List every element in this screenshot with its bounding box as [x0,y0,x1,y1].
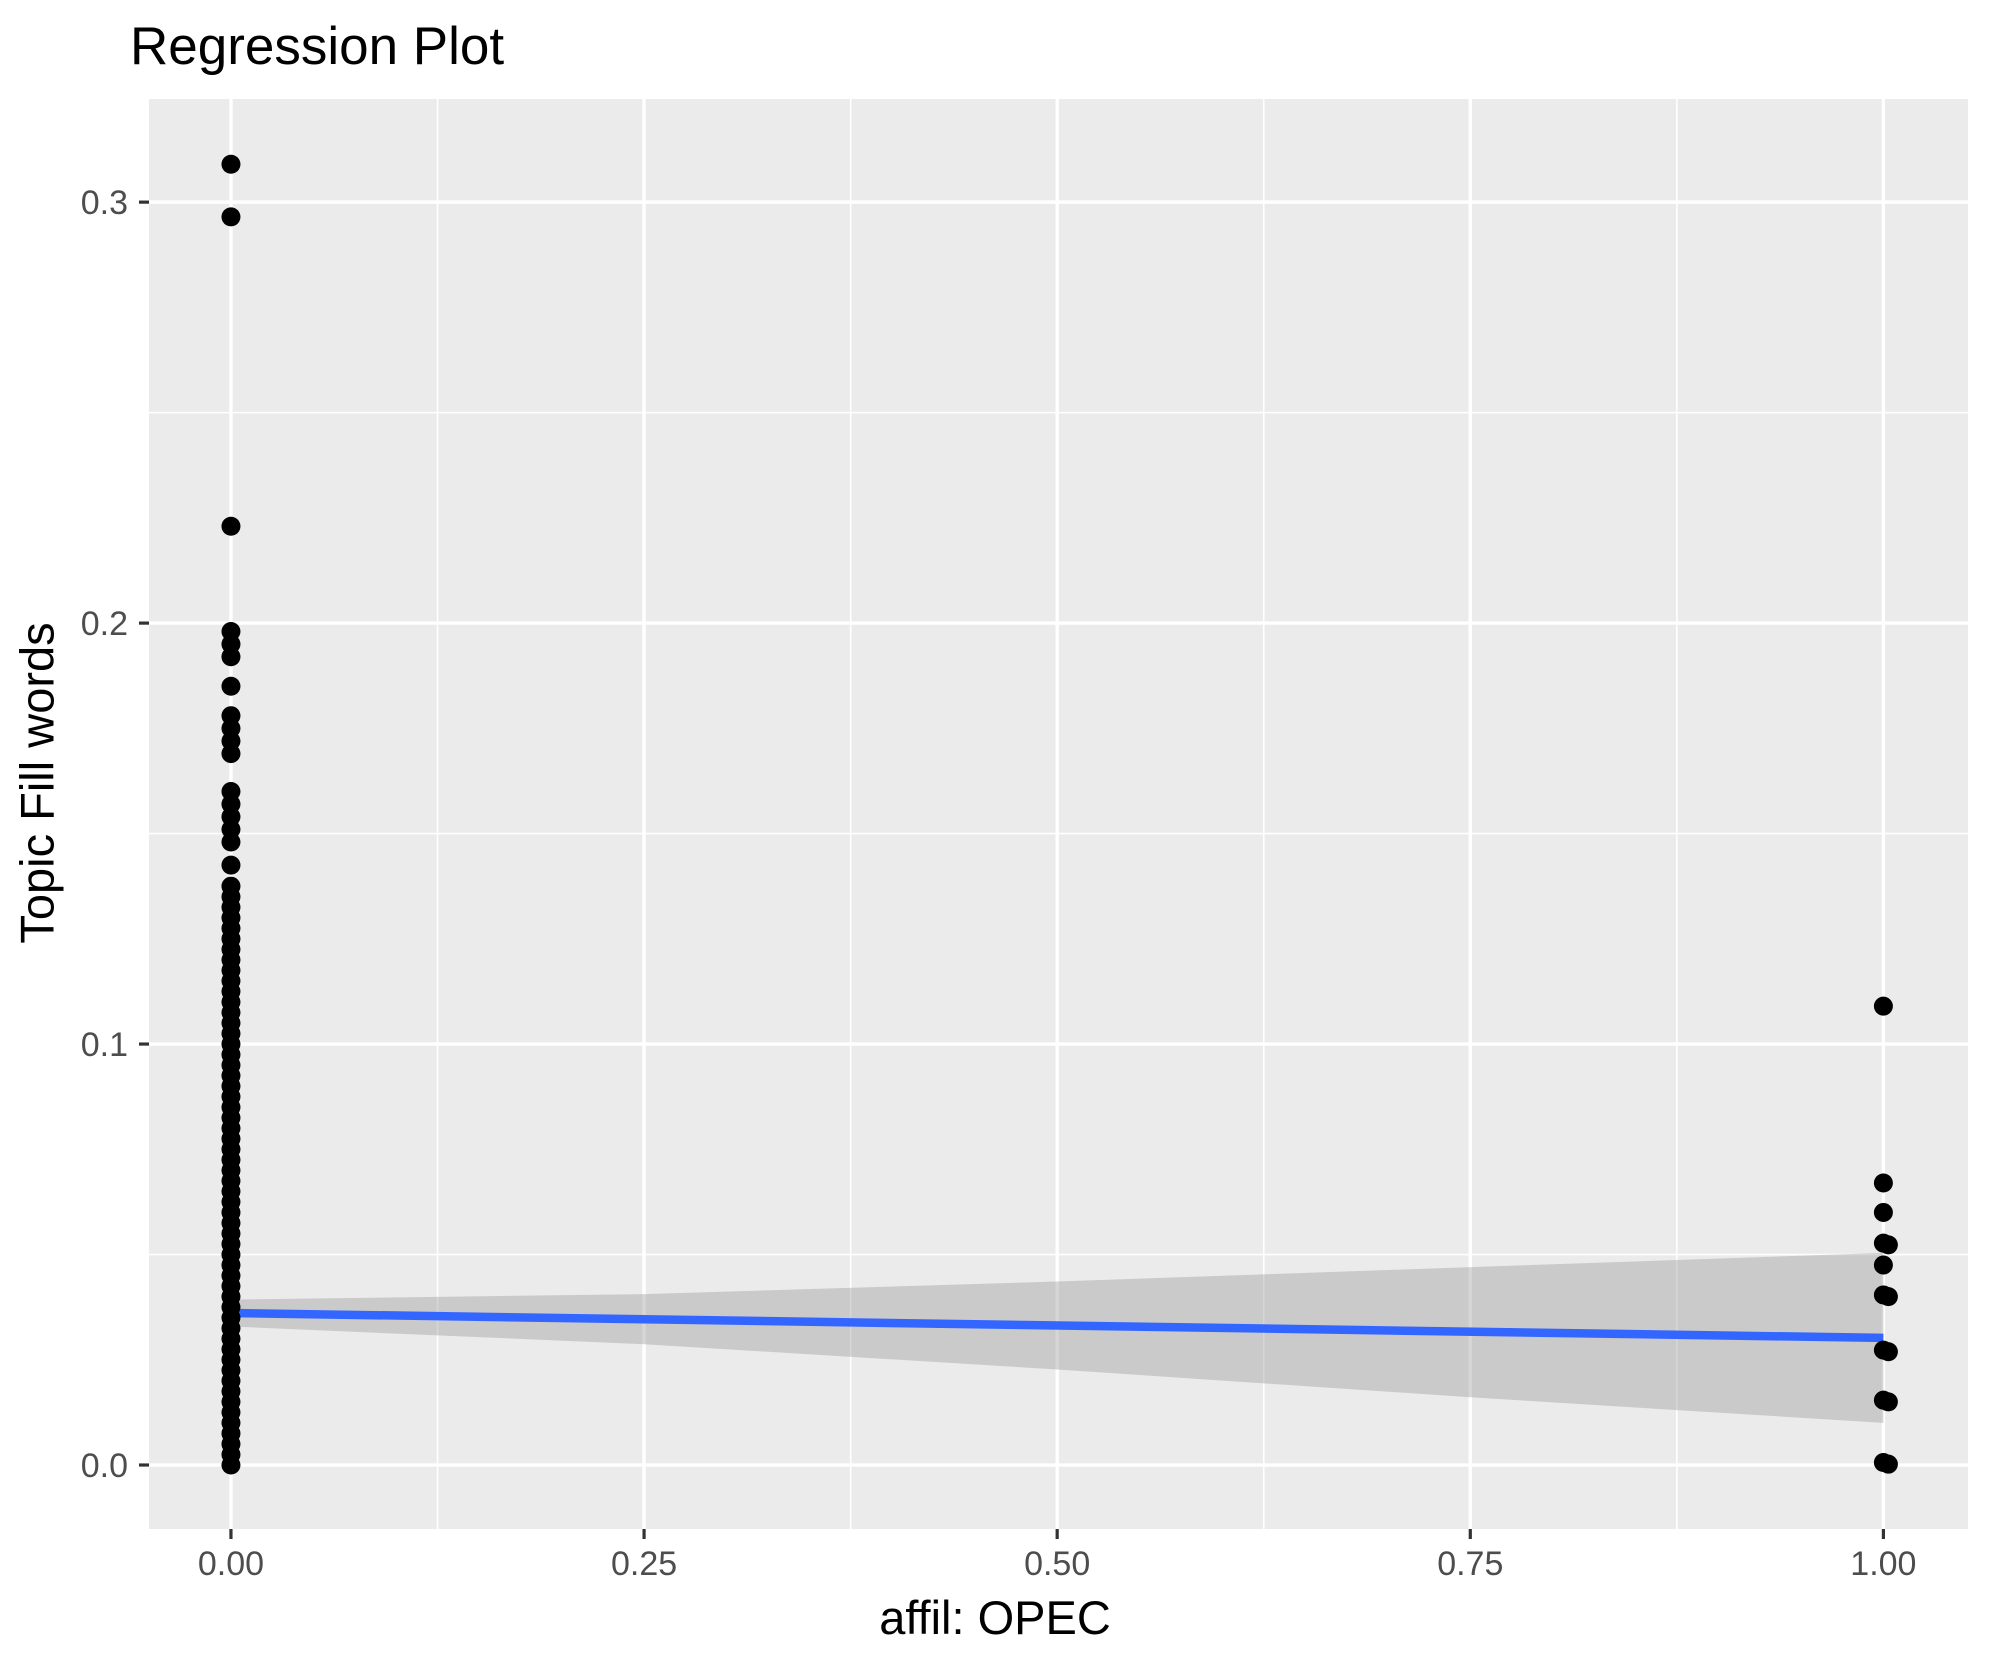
data-point [221,207,241,227]
y-tick-label: 0.0 [81,1447,128,1485]
x-tick-label: 0.00 [198,1545,264,1583]
data-point [1878,1454,1898,1474]
data-point [221,706,241,726]
x-tick-label: 0.50 [1024,1545,1090,1583]
x-tick-label: 0.25 [611,1545,677,1583]
y-tick-label: 0.2 [81,605,128,643]
data-point [221,855,241,875]
y-tick-label: 0.3 [81,184,128,222]
confidence-band [230,1252,1884,1423]
data-point [221,781,241,801]
data-point [1873,996,1893,1016]
data-point [1873,1255,1893,1275]
data-point [1878,1392,1898,1412]
data-point [1878,1342,1898,1362]
data-point [221,676,241,696]
data-point [1878,1235,1898,1255]
y-axis-title: Topic Fill words [10,622,64,944]
data-point [1873,1173,1893,1193]
scatter-points [221,154,1898,1475]
data-point [221,622,241,642]
x-tick-label: 0.75 [1437,1545,1503,1583]
y-tick-label: 0.1 [81,1026,128,1064]
x-axis-title: affil: OPEC [879,1591,1111,1644]
data-point [1873,1202,1893,1222]
data-point [221,154,241,174]
data-point [221,876,241,896]
regression-line [230,1308,1884,1343]
axis-ticks: 0.00 0.25 0.50 0.75 1.00 0.0 0.1 0.2 0.3 [81,184,1917,1583]
plot-title: Regression Plot [130,17,505,76]
data-point [221,516,241,536]
data-point [1878,1287,1898,1307]
x-tick-label: 1.00 [1850,1545,1916,1583]
